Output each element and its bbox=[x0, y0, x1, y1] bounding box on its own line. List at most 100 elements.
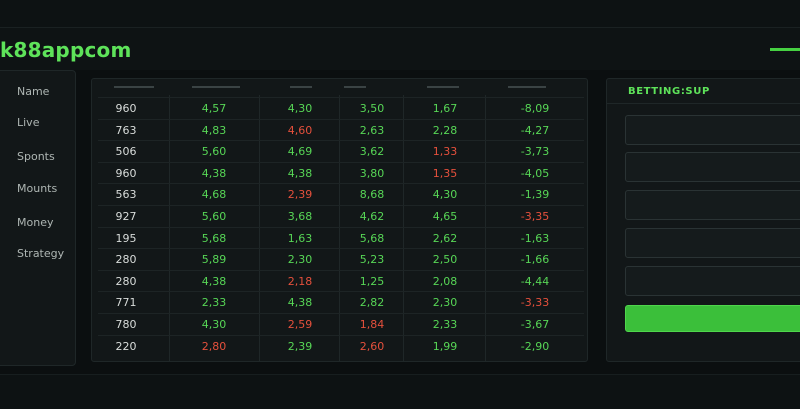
table-cell-odds[interactable]: 4,38 bbox=[201, 166, 227, 180]
table-cell-odds[interactable]: 4,30 bbox=[201, 318, 227, 331]
table-cell-odds[interactable]: 4,68 bbox=[201, 188, 227, 202]
table-cell-odds[interactable]: 2,82 bbox=[359, 296, 385, 310]
table-row[interactable]: 960 4,38 4,38 3,80 1,35 -4,05 bbox=[98, 161, 584, 184]
column-header-3 bbox=[344, 86, 366, 88]
brand-logo-text[interactable]: k88appcom bbox=[0, 38, 132, 62]
table-cell-odds[interactable]: 4,38 bbox=[201, 274, 227, 288]
table-cell-odds[interactable]: -3,67 bbox=[520, 318, 550, 331]
table-cell-odds[interactable]: 1,33 bbox=[432, 145, 458, 159]
menu-indicator[interactable] bbox=[770, 48, 800, 51]
bet-input-2[interactable] bbox=[625, 152, 800, 182]
table-cell-odds[interactable]: 2,08 bbox=[432, 274, 458, 288]
sidebar-item-sponts[interactable]: Sponts bbox=[17, 150, 55, 163]
table-row[interactable]: 771 2,33 4,38 2,82 2,30 -3,33 bbox=[98, 291, 584, 313]
table-row[interactable]: 960 4,57 4,30 3,50 1,67 -8,09 bbox=[98, 97, 584, 119]
table-cell-odds[interactable]: 4,30 bbox=[287, 102, 313, 115]
table-cell-odds[interactable]: 2,33 bbox=[201, 296, 227, 310]
table-cell-odds[interactable]: -3,73 bbox=[520, 145, 550, 159]
divider bbox=[607, 103, 800, 104]
table-cell-odds[interactable]: 5,60 bbox=[201, 145, 227, 159]
table-row[interactable]: 280 4,38 2,18 1,25 2,08 -4,44 bbox=[98, 269, 584, 292]
table-cell-odds[interactable]: 2,28 bbox=[432, 123, 458, 137]
table-cell-odds[interactable]: 2,18 bbox=[287, 274, 313, 288]
table-cell-odds[interactable]: 2,39 bbox=[287, 339, 313, 353]
sidebar-item-money[interactable]: Money bbox=[17, 216, 54, 229]
table-cell-odds[interactable]: 4,83 bbox=[201, 123, 227, 137]
column-header-5 bbox=[508, 86, 546, 88]
sidebar: Name Live Sponts Mounts Money Strategy bbox=[0, 70, 76, 366]
table-cell-odds[interactable]: 3,50 bbox=[359, 102, 385, 115]
table-row[interactable]: 763 4,83 4,60 2,63 2,28 -4,27 bbox=[98, 118, 584, 141]
table-cell-odds[interactable]: 2,50 bbox=[432, 253, 458, 267]
table-cell-id: 220 bbox=[115, 339, 137, 353]
table-cell-odds[interactable]: 4,38 bbox=[287, 296, 313, 310]
table-cell-odds[interactable]: 1,99 bbox=[432, 339, 458, 353]
table-row[interactable]: 563 4,68 2,39 8,68 4,30 -1,39 bbox=[98, 183, 584, 205]
bet-input-1[interactable] bbox=[625, 115, 800, 145]
sidebar-item-live[interactable]: Live bbox=[17, 116, 40, 129]
table-cell-odds[interactable]: -1,63 bbox=[520, 231, 550, 245]
table-cell-odds[interactable]: 4,65 bbox=[432, 210, 458, 223]
table-cell-odds[interactable]: 2,33 bbox=[432, 318, 458, 331]
place-bet-button[interactable] bbox=[625, 305, 800, 332]
table-cell-odds[interactable]: 2,63 bbox=[359, 123, 385, 137]
table-cell-odds[interactable]: -2,90 bbox=[520, 339, 550, 353]
column-divider bbox=[259, 95, 260, 361]
column-header-2 bbox=[290, 86, 312, 88]
table-cell-odds[interactable]: 2,59 bbox=[287, 318, 313, 331]
table-cell-odds[interactable]: 4,69 bbox=[287, 145, 313, 159]
table-cell-odds[interactable]: -1,39 bbox=[520, 188, 550, 202]
table-cell-id: 563 bbox=[115, 188, 137, 202]
table-cell-id: 780 bbox=[115, 318, 137, 331]
table-cell-odds[interactable]: -3,35 bbox=[520, 210, 550, 223]
table-cell-odds[interactable]: 5,68 bbox=[201, 231, 227, 245]
table-cell-odds[interactable]: 4,57 bbox=[201, 102, 227, 115]
table-cell-odds[interactable]: -4,27 bbox=[520, 123, 550, 137]
table-cell-odds[interactable]: 4,38 bbox=[287, 166, 313, 180]
table-cell-odds[interactable]: 5,23 bbox=[359, 253, 385, 267]
bet-input-4[interactable] bbox=[625, 228, 800, 258]
table-cell-odds[interactable]: -3,33 bbox=[520, 296, 550, 310]
table-row[interactable]: 927 5,60 3,68 4,62 4,65 -3,35 bbox=[98, 205, 584, 227]
table-cell-odds[interactable]: 8,68 bbox=[359, 188, 385, 202]
table-cell-odds[interactable]: 4,62 bbox=[359, 210, 385, 223]
table-cell-odds[interactable]: 2,80 bbox=[201, 339, 227, 353]
table-cell-odds[interactable]: 2,30 bbox=[287, 253, 313, 267]
sidebar-item-name[interactable]: Name bbox=[17, 85, 50, 98]
table-cell-odds[interactable]: 1,25 bbox=[359, 274, 385, 288]
column-divider bbox=[403, 95, 404, 361]
table-cell-odds[interactable]: 5,60 bbox=[201, 210, 227, 223]
table-cell-odds[interactable]: -4,05 bbox=[520, 166, 550, 180]
table-cell-odds[interactable]: 2,60 bbox=[359, 339, 385, 353]
table-cell-odds[interactable]: -8,09 bbox=[520, 102, 550, 115]
table-cell-odds[interactable]: 3,68 bbox=[287, 210, 313, 223]
betting-title: BETTING:SUP bbox=[628, 86, 710, 97]
table-cell-odds[interactable]: 1,84 bbox=[359, 318, 385, 331]
table-cell-odds[interactable]: 2,39 bbox=[287, 188, 313, 202]
sidebar-item-strategy[interactable]: Strategy bbox=[17, 247, 65, 260]
column-divider bbox=[485, 95, 486, 361]
table-row[interactable]: 220 2,80 2,39 2,60 1,99 -2,90 bbox=[98, 334, 584, 357]
table-cell-odds[interactable]: 5,89 bbox=[201, 253, 227, 267]
table-cell-odds[interactable]: 3,62 bbox=[359, 145, 385, 159]
column-header-4 bbox=[427, 86, 459, 88]
table-cell-odds[interactable]: 2,62 bbox=[432, 231, 458, 245]
table-row[interactable]: 506 5,60 4,69 3,62 1,33 -3,73 bbox=[98, 140, 584, 162]
table-row[interactable]: 195 5,68 1,63 5,68 2,62 -1,63 bbox=[98, 226, 584, 249]
table-cell-odds[interactable]: 3,80 bbox=[359, 166, 385, 180]
table-cell-odds[interactable]: 1,63 bbox=[287, 231, 313, 245]
bet-input-3[interactable] bbox=[625, 190, 800, 220]
table-cell-odds[interactable]: -4,44 bbox=[520, 274, 550, 288]
table-row[interactable]: 780 4,30 2,59 1,84 2,33 -3,67 bbox=[98, 313, 584, 335]
table-cell-odds[interactable]: -1,66 bbox=[520, 253, 550, 267]
bet-input-5[interactable] bbox=[625, 266, 800, 296]
sidebar-item-mounts[interactable]: Mounts bbox=[17, 182, 58, 195]
table-cell-odds[interactable]: 1,67 bbox=[432, 102, 458, 115]
table-cell-id: 771 bbox=[115, 296, 137, 310]
table-cell-odds[interactable]: 4,30 bbox=[432, 188, 458, 202]
table-cell-odds[interactable]: 4,60 bbox=[287, 123, 313, 137]
table-cell-odds[interactable]: 5,68 bbox=[359, 231, 385, 245]
table-cell-odds[interactable]: 1,35 bbox=[432, 166, 458, 180]
table-row[interactable]: 280 5,89 2,30 5,23 2,50 -1,66 bbox=[98, 248, 584, 270]
table-cell-odds[interactable]: 2,30 bbox=[432, 296, 458, 310]
